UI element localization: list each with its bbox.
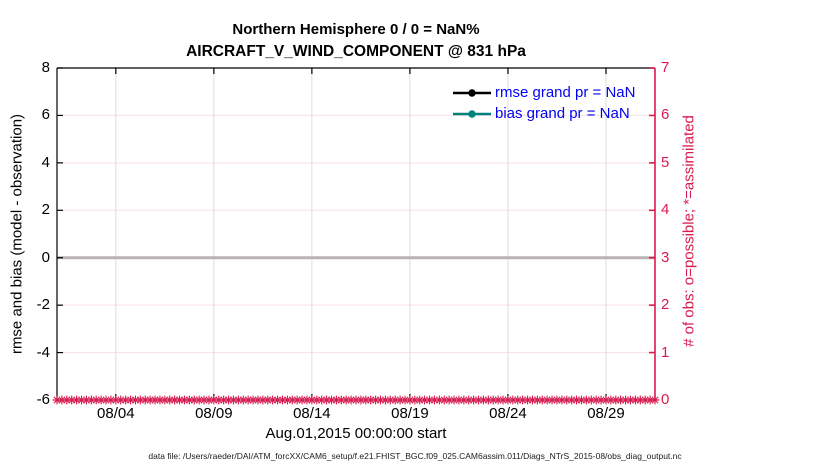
y-right-tick-label: 5: [661, 153, 670, 171]
left-y-axis-label: rmse and bias (model - observation): [8, 113, 26, 355]
y-right-tick-label: 7: [661, 59, 670, 76]
plot-title-variable: AIRCRAFT_V_WIND_COMPONENT @ 831 hPa: [186, 43, 526, 60]
x-axis-label: Aug.01,2015 00:00:00 start: [265, 425, 447, 442]
y-left-tick-label: 2: [41, 201, 50, 219]
y-left-tick-label: 8: [41, 59, 50, 76]
x-tick-label: 08/24: [489, 405, 527, 422]
legend-label-rmse: rmse grand pr = NaN: [495, 84, 636, 101]
x-tick-label: 08/14: [293, 405, 331, 422]
y-right-tick-label: 3: [661, 248, 670, 266]
y-right-tick-label: 6: [661, 106, 670, 124]
y-left-tick-label: -4: [36, 343, 50, 361]
x-tick-label: 08/04: [97, 405, 135, 422]
rmse-line-marker-icon: [453, 88, 491, 97]
y-right-tick-label: 1: [661, 343, 670, 361]
x-tick-label: 08/09: [195, 405, 233, 422]
y-left-tick-label: 4: [41, 153, 50, 171]
x-tick-label: 08/29: [587, 405, 625, 422]
bias-line-marker-icon: [453, 109, 491, 118]
plot-title-region-ratio: Northern Hemisphere 0 / 0 = NaN%: [232, 21, 480, 38]
y-right-tick-label: 0: [661, 391, 670, 408]
y-right-tick-label: 4: [661, 201, 670, 219]
legend-item-rmse: rmse grand pr = NaN: [452, 82, 635, 103]
legend-label-bias: bias grand pr = NaN: [495, 105, 630, 122]
y-left-tick-label: 0: [41, 248, 50, 266]
y-left-tick-label: -6: [36, 391, 50, 408]
legend-item-bias: bias grand pr = NaN: [452, 103, 635, 124]
y-left-tick-label: 6: [41, 106, 50, 124]
y-left-tick-label: -2: [36, 296, 50, 314]
legend: rmse grand pr = NaN bias grand pr = NaN: [452, 82, 635, 124]
y-right-tick-label: 2: [661, 296, 670, 314]
assimilated-obs-marker-band: [52, 395, 660, 405]
data-file-path: data file: /Users/raeder/DAI/ATM_forcXX/…: [148, 451, 682, 461]
x-tick-label: 08/19: [391, 405, 429, 422]
